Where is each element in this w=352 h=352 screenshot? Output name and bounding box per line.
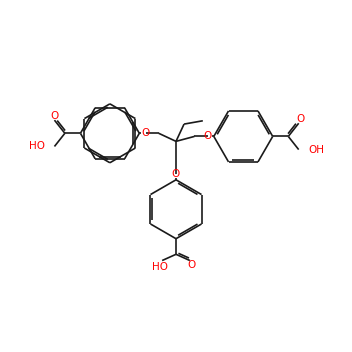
Text: OH: OH <box>308 145 325 155</box>
Text: O: O <box>142 128 150 138</box>
Text: O: O <box>50 111 58 121</box>
Text: HO: HO <box>152 262 168 272</box>
Text: O: O <box>203 131 212 142</box>
Text: O: O <box>188 260 196 270</box>
Text: O: O <box>296 114 304 124</box>
Text: O: O <box>172 169 180 178</box>
Text: HO: HO <box>29 142 45 151</box>
